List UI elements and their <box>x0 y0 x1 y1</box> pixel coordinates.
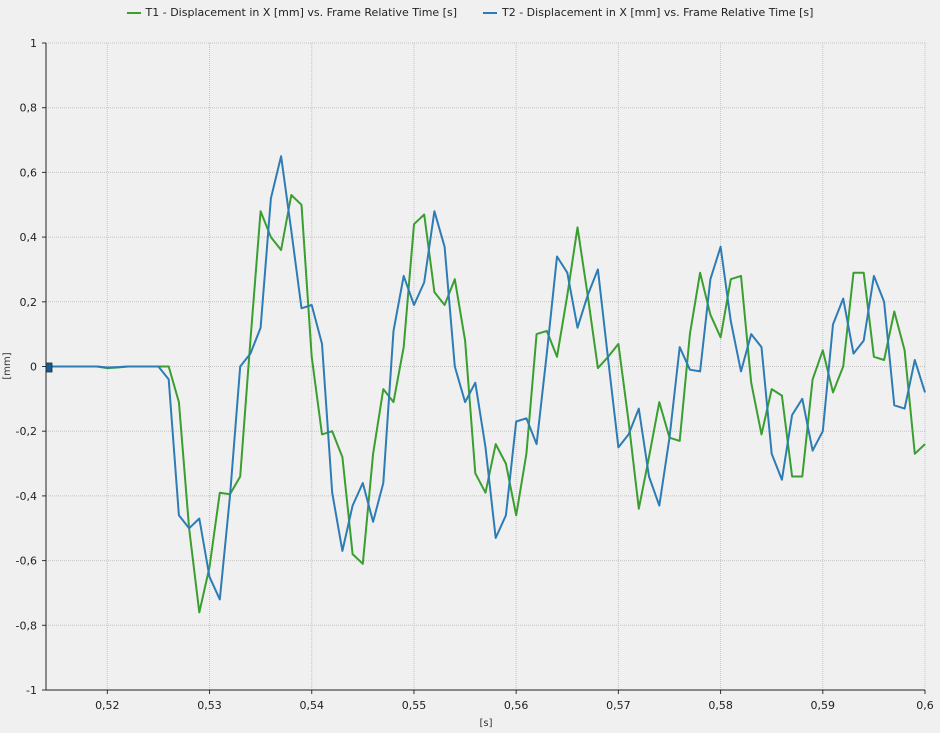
y-tick-label: 1 <box>30 37 37 50</box>
x-axis-label: [s] <box>479 718 492 729</box>
legend-label-t1: T1 - Displacement in X [mm] vs. Frame Re… <box>145 6 457 19</box>
x-tick-label: 0,54 <box>299 699 324 712</box>
x-tick-label: 0,56 <box>504 699 529 712</box>
y-tick-label: -1 <box>26 684 37 697</box>
y-tick-label: -0,8 <box>16 619 37 632</box>
series-layer <box>46 155 926 614</box>
x-tick-label: 0,53 <box>197 699 222 712</box>
y-tick-label: -0,4 <box>16 490 37 503</box>
cursor-marker[interactable] <box>45 362 53 373</box>
y-tick-label: 0 <box>30 361 37 374</box>
y-tick-label: 0,4 <box>20 231 38 244</box>
grid-layer <box>46 42 926 691</box>
legend-swatch-t2 <box>483 11 497 14</box>
y-tick-label: 0,2 <box>20 296 38 309</box>
x-tick-label: 0,58 <box>708 699 733 712</box>
y-axis-label: [mm] <box>2 352 13 379</box>
x-tick-label: 0,6 <box>916 699 934 712</box>
series-line-t1 <box>46 194 926 614</box>
legend-swatch-t1 <box>126 11 141 14</box>
x-tick-label: 0,57 <box>606 699 631 712</box>
y-tick-label: 0,8 <box>20 102 38 115</box>
x-tick-label: 0,59 <box>811 699 836 712</box>
series-line-t2 <box>46 155 926 601</box>
x-tick-label: 0,55 <box>402 699 427 712</box>
legend-label-t2: T2 - Displacement in X [mm] vs. Frame Re… <box>502 6 814 19</box>
y-tick-label: -0,6 <box>16 555 37 568</box>
legend: T1 - Displacement in X [mm] vs. Frame Re… <box>0 6 940 19</box>
axis-layer: -1 -0,8 -0,6 -0,4 -0,2 0 0,2 0,4 0,6 0,8 1 0,52 0,53… <box>16 37 934 712</box>
legend-item-t1[interactable]: T1 - Displacement in X [mm] vs. Frame Re… <box>126 6 457 19</box>
y-tick-label: -0,2 <box>16 425 37 438</box>
legend-item-t2[interactable]: T2 - Displacement in X [mm] vs. Frame Re… <box>483 6 813 19</box>
x-tick-label: 0,52 <box>95 699 120 712</box>
y-tick-label: 0,6 <box>20 166 38 179</box>
